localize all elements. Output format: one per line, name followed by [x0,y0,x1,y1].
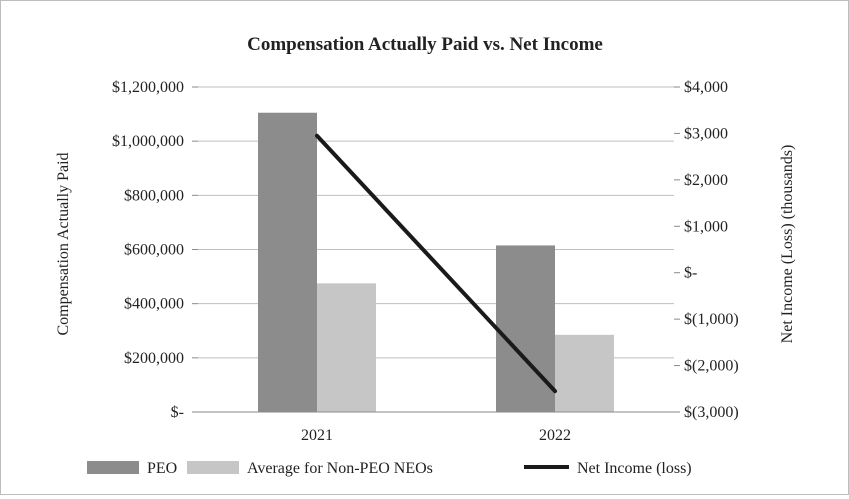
legend-label: Average for Non-PEO NEOs [247,460,433,477]
line-group [315,133,557,394]
legend: PEO Average for Non-PEO NEOs Net Income (l… [87,460,692,477]
right-axis-title: Net Income (Loss) (thousands) [779,145,796,344]
bar-average-for-non-peo-neos [317,283,376,412]
x-tick-label: 2022 [539,427,571,444]
left-tick-label: $- [171,404,184,421]
x-tick-label: 2021 [301,427,333,444]
left-tick-label: $1,200,000 [112,79,184,96]
right-tick-label: $(3,000) [684,404,739,421]
right-tick-label: $(2,000) [684,358,739,375]
left-tick-label: $1,000,000 [112,133,184,150]
x-axis-ticks: 2021 2022 [301,427,571,444]
right-tick-label: $3,000 [684,125,728,142]
legend-swatch [187,461,239,474]
right-tick-label: $(1,000) [684,311,739,328]
bar-peo [258,112,317,413]
left-axis-ticks: $- $200,000 $400,000 $600,000 $800,000 $1,000… [112,79,198,421]
left-tick-label: $200,000 [124,350,184,367]
legend-label: Net Income (loss) [577,460,692,477]
legend-label: PEO [147,460,177,477]
bar-peo [496,245,555,412]
chart-title: Compensation Actually Paid vs. Net Incom… [247,34,603,55]
left-tick-label: $600,000 [124,242,184,259]
left-tick-label: $800,000 [124,187,184,204]
left-axis-title: Compensation Actually Paid [55,152,72,335]
right-tick-label: $1,000 [684,218,728,235]
bar-average-for-non-peo-neos [555,334,614,412]
line-net-income [315,133,557,394]
right-tick-label: $4,000 [684,79,728,96]
right-axis-ticks: $(3,000) $(2,000) $(1,000) $- $1,000 $2,000 $3… [674,79,739,421]
bar-group [258,112,614,413]
left-tick-label: $400,000 [124,296,184,313]
legend-swatch [87,461,139,474]
right-tick-label: $2,000 [684,172,728,189]
right-tick-label: $- [684,265,697,282]
